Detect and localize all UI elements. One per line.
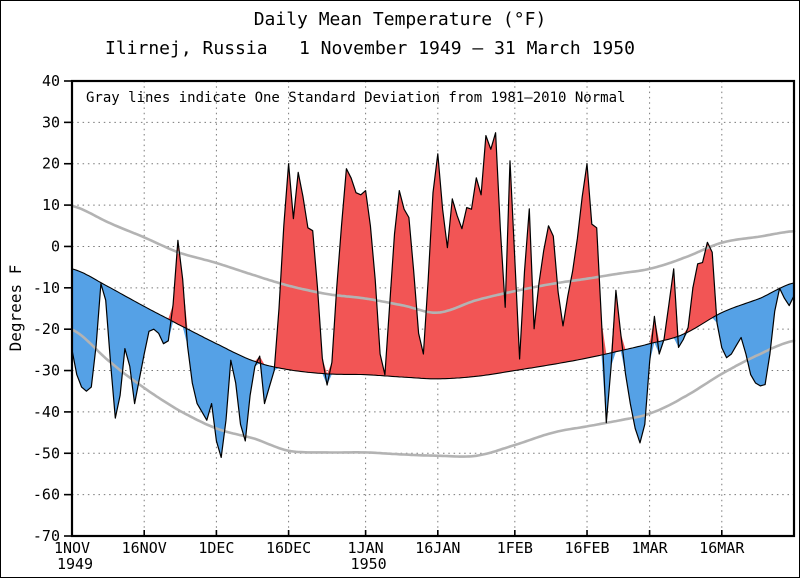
y-tick-label: 20 bbox=[42, 155, 60, 173]
below-normal-area bbox=[72, 268, 794, 458]
x-tick-label: 1FEB bbox=[497, 539, 533, 557]
anomaly-fills bbox=[72, 132, 794, 458]
y-tick-label: -60 bbox=[33, 486, 60, 504]
y-tick-label: 0 bbox=[51, 237, 60, 255]
y-tick-label: 40 bbox=[42, 72, 60, 90]
y-tick-label: -50 bbox=[33, 444, 60, 462]
x-tick-label: 1JAN bbox=[348, 539, 384, 557]
x-tick-label: 1DEC bbox=[198, 539, 234, 557]
y-tick-label: 30 bbox=[42, 113, 60, 131]
x-tick-label: 16NOV bbox=[122, 539, 167, 557]
x-tick-year-label: 1950 bbox=[351, 555, 387, 573]
y-tick-label: -40 bbox=[33, 403, 60, 421]
plus-one-sd-line bbox=[70, 204, 796, 314]
axes-frame bbox=[64, 79, 796, 538]
normal-line bbox=[71, 268, 795, 380]
y-tick-label: -10 bbox=[33, 279, 60, 297]
plot-frame bbox=[70, 79, 796, 538]
std-dev-lines bbox=[70, 204, 796, 458]
y-tick-label: -70 bbox=[33, 527, 60, 545]
x-tick-label: 1MAR bbox=[632, 539, 669, 557]
y-tick-label: 10 bbox=[42, 196, 60, 214]
minus-one-sd-line bbox=[70, 328, 796, 458]
chart-subtitle: Ilirnej, Russia 1 November 1949 — 31 Mar… bbox=[1, 38, 799, 60]
x-tick-label: 16FEB bbox=[564, 539, 609, 557]
y-tick-label: -30 bbox=[33, 362, 60, 380]
x-tick-label: 16DEC bbox=[266, 539, 311, 557]
sd-note: Gray lines indicate One Standard Deviati… bbox=[86, 90, 625, 106]
daily-temperature-line bbox=[71, 132, 795, 458]
temperature-and-normal-curves bbox=[71, 132, 795, 458]
date-range: 1 November 1949 — 31 March 1950 bbox=[299, 38, 635, 59]
y-tick-label: -20 bbox=[33, 320, 60, 338]
above-normal-area bbox=[72, 132, 794, 379]
x-tick-label: 16JAN bbox=[415, 539, 460, 557]
chart-title: Daily Mean Temperature (°F) bbox=[253, 9, 547, 30]
x-tick-label: 1NOV bbox=[54, 539, 90, 557]
x-tick-year-label: 1949 bbox=[57, 555, 93, 573]
y-axis-title: Degrees F bbox=[6, 265, 25, 352]
x-tick-label: 16MAR bbox=[699, 539, 745, 557]
station-name: Ilirnej, Russia bbox=[105, 38, 268, 59]
